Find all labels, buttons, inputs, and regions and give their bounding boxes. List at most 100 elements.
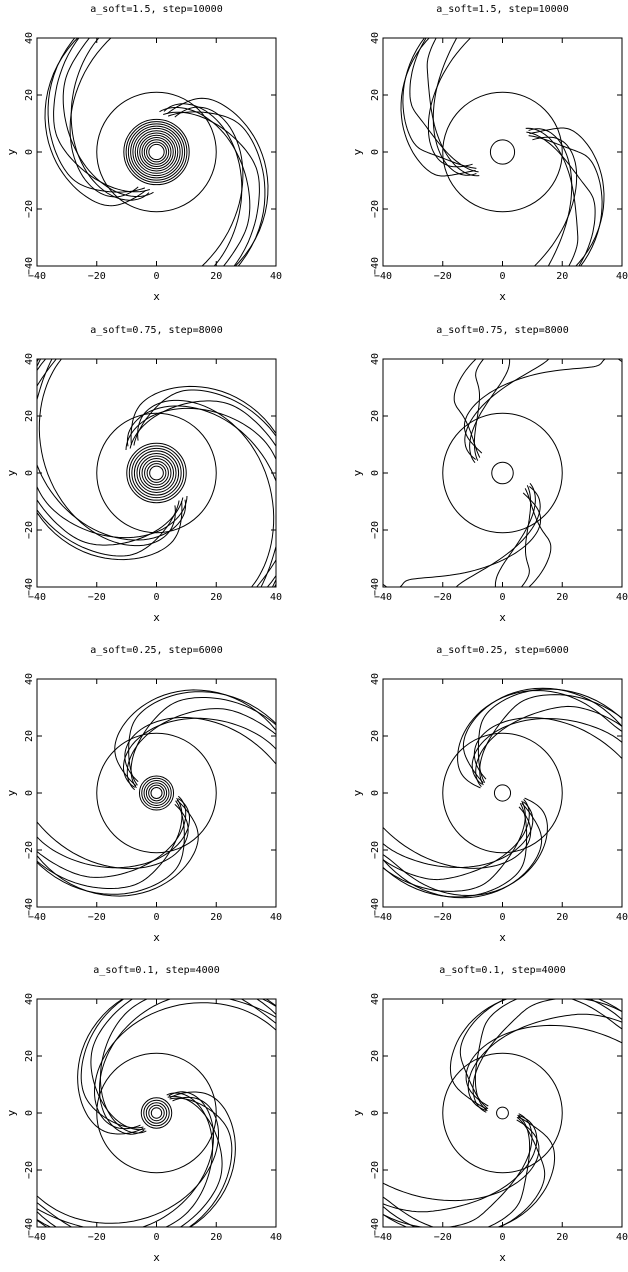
contour-arm-line — [166, 97, 269, 266]
contour-arm-line — [463, 359, 606, 454]
x-tick-label: 0 — [499, 1232, 505, 1243]
contour-lines — [400, 38, 605, 266]
y-tick-label: −40 — [24, 578, 35, 596]
contour-arm-line — [128, 691, 276, 786]
y-tick-label: 40 — [24, 673, 35, 685]
x-tick-label: 40 — [270, 592, 282, 603]
contour-arm-line — [37, 803, 189, 870]
x-tick-label: 20 — [210, 1232, 222, 1243]
contour-arm-line — [174, 106, 244, 266]
y-axis-label: y — [351, 789, 364, 796]
y-tick-label: 20 — [370, 1050, 381, 1062]
panel-title: a_soft=0.1, step=4000 — [93, 965, 219, 976]
x-tick-label: 0 — [153, 1232, 159, 1243]
contour-arm-line — [462, 687, 622, 784]
x-tick-label: −20 — [88, 271, 106, 282]
contour-arm-line — [130, 385, 276, 587]
y-tick-label: −20 — [370, 841, 381, 859]
contour-arm-line — [479, 694, 622, 786]
contour-inner-ring — [123, 118, 190, 186]
x-axis-label: x — [153, 611, 160, 624]
y-tick-label: −20 — [24, 1161, 35, 1179]
contour-arm-line — [77, 999, 276, 1135]
y-tick-label: −40 — [24, 898, 35, 916]
contour-arm-line — [383, 1114, 531, 1227]
x-tick-label: −20 — [88, 1232, 106, 1243]
contour-arm-line — [37, 797, 183, 889]
x-tick-label: 40 — [616, 912, 628, 923]
contour-arm-line — [383, 1115, 538, 1213]
contour-arm-line — [528, 135, 603, 266]
y-tick-label: 40 — [370, 32, 381, 44]
panel-2: −40−40 −20 −20 0 0 20 20 40 40 a_soft=1.5, step=1… — [351, 4, 628, 303]
contour-lines — [37, 999, 276, 1227]
plot-frame — [382, 998, 623, 1228]
x-tick-label: 0 — [499, 592, 505, 603]
contour-inner-ring — [127, 123, 186, 181]
contour-arm-line — [383, 801, 534, 869]
contour-arm-line — [37, 359, 180, 557]
contour-disk-ring — [442, 1052, 563, 1174]
contour-inner-ring — [143, 139, 170, 165]
contour-arm-line — [400, 38, 476, 177]
contour-arm-line — [130, 697, 276, 789]
contour-arm-line — [167, 111, 266, 266]
y-tick-label: −20 — [370, 200, 381, 218]
y-tick-label: 40 — [24, 353, 35, 365]
contour-lines — [44, 38, 269, 266]
contour-arm-line — [475, 705, 622, 788]
y-tick-label: 20 — [370, 410, 381, 422]
y-tick-label: −40 — [24, 1218, 35, 1236]
contour-inner-ring — [489, 139, 516, 165]
contour-arm-line — [457, 689, 622, 789]
x-tick-label: 20 — [210, 271, 222, 282]
panel-title: a_soft=0.25, step=6000 — [90, 645, 222, 656]
contour-arm-line — [473, 359, 485, 461]
y-tick-label: −40 — [24, 257, 35, 275]
contour-arm-line — [432, 38, 477, 176]
contour-inner-ring — [125, 121, 188, 183]
plot-frame — [382, 358, 623, 588]
contour-lines — [383, 687, 622, 899]
y-tick-label: 20 — [24, 1050, 35, 1062]
x-tick-label: −20 — [434, 592, 452, 603]
contour-inner-ring — [128, 445, 185, 501]
x-tick-label: 20 — [556, 271, 568, 282]
y-tick-label: −20 — [24, 841, 35, 859]
contour-arm-line — [38, 359, 176, 547]
contour-arm-line — [383, 803, 528, 898]
contour-arm-line — [399, 492, 542, 587]
x-tick-label: 0 — [153, 271, 159, 282]
contour-inner-ring — [126, 442, 187, 504]
contour-arm-line — [453, 359, 622, 458]
contour-lines — [383, 999, 622, 1227]
x-tick-label: −20 — [88, 592, 106, 603]
x-tick-label: −40 — [28, 271, 46, 282]
contour-disk-ring — [96, 412, 217, 534]
contour-arm-line — [44, 38, 147, 207]
x-axis-label: x — [499, 931, 506, 944]
contour-arm-line — [163, 111, 260, 266]
x-axis-label: x — [153, 1251, 160, 1264]
contour-arm-line — [70, 38, 150, 201]
x-tick-label: −40 — [374, 592, 392, 603]
contour-arm-line — [69, 38, 139, 198]
y-tick-label: 40 — [370, 673, 381, 685]
y-tick-label: 0 — [24, 1110, 35, 1116]
contour-arm-line — [37, 1096, 220, 1224]
contour-inner-ring — [130, 125, 183, 179]
contour-arm-line — [37, 799, 199, 897]
panel-title: a_soft=1.5, step=10000 — [90, 4, 222, 15]
y-tick-label: 0 — [24, 470, 35, 476]
y-tick-label: −20 — [370, 1161, 381, 1179]
x-tick-label: 0 — [499, 912, 505, 923]
x-tick-label: −40 — [28, 592, 46, 603]
contour-arm-line — [37, 1097, 233, 1227]
x-tick-label: 20 — [556, 912, 568, 923]
contour-arm-line — [464, 359, 550, 460]
contour-inner-ring — [138, 455, 175, 491]
contour-arm-line — [467, 1013, 622, 1111]
x-tick-label: 20 — [210, 912, 222, 923]
contour-inner-ring — [141, 137, 172, 167]
